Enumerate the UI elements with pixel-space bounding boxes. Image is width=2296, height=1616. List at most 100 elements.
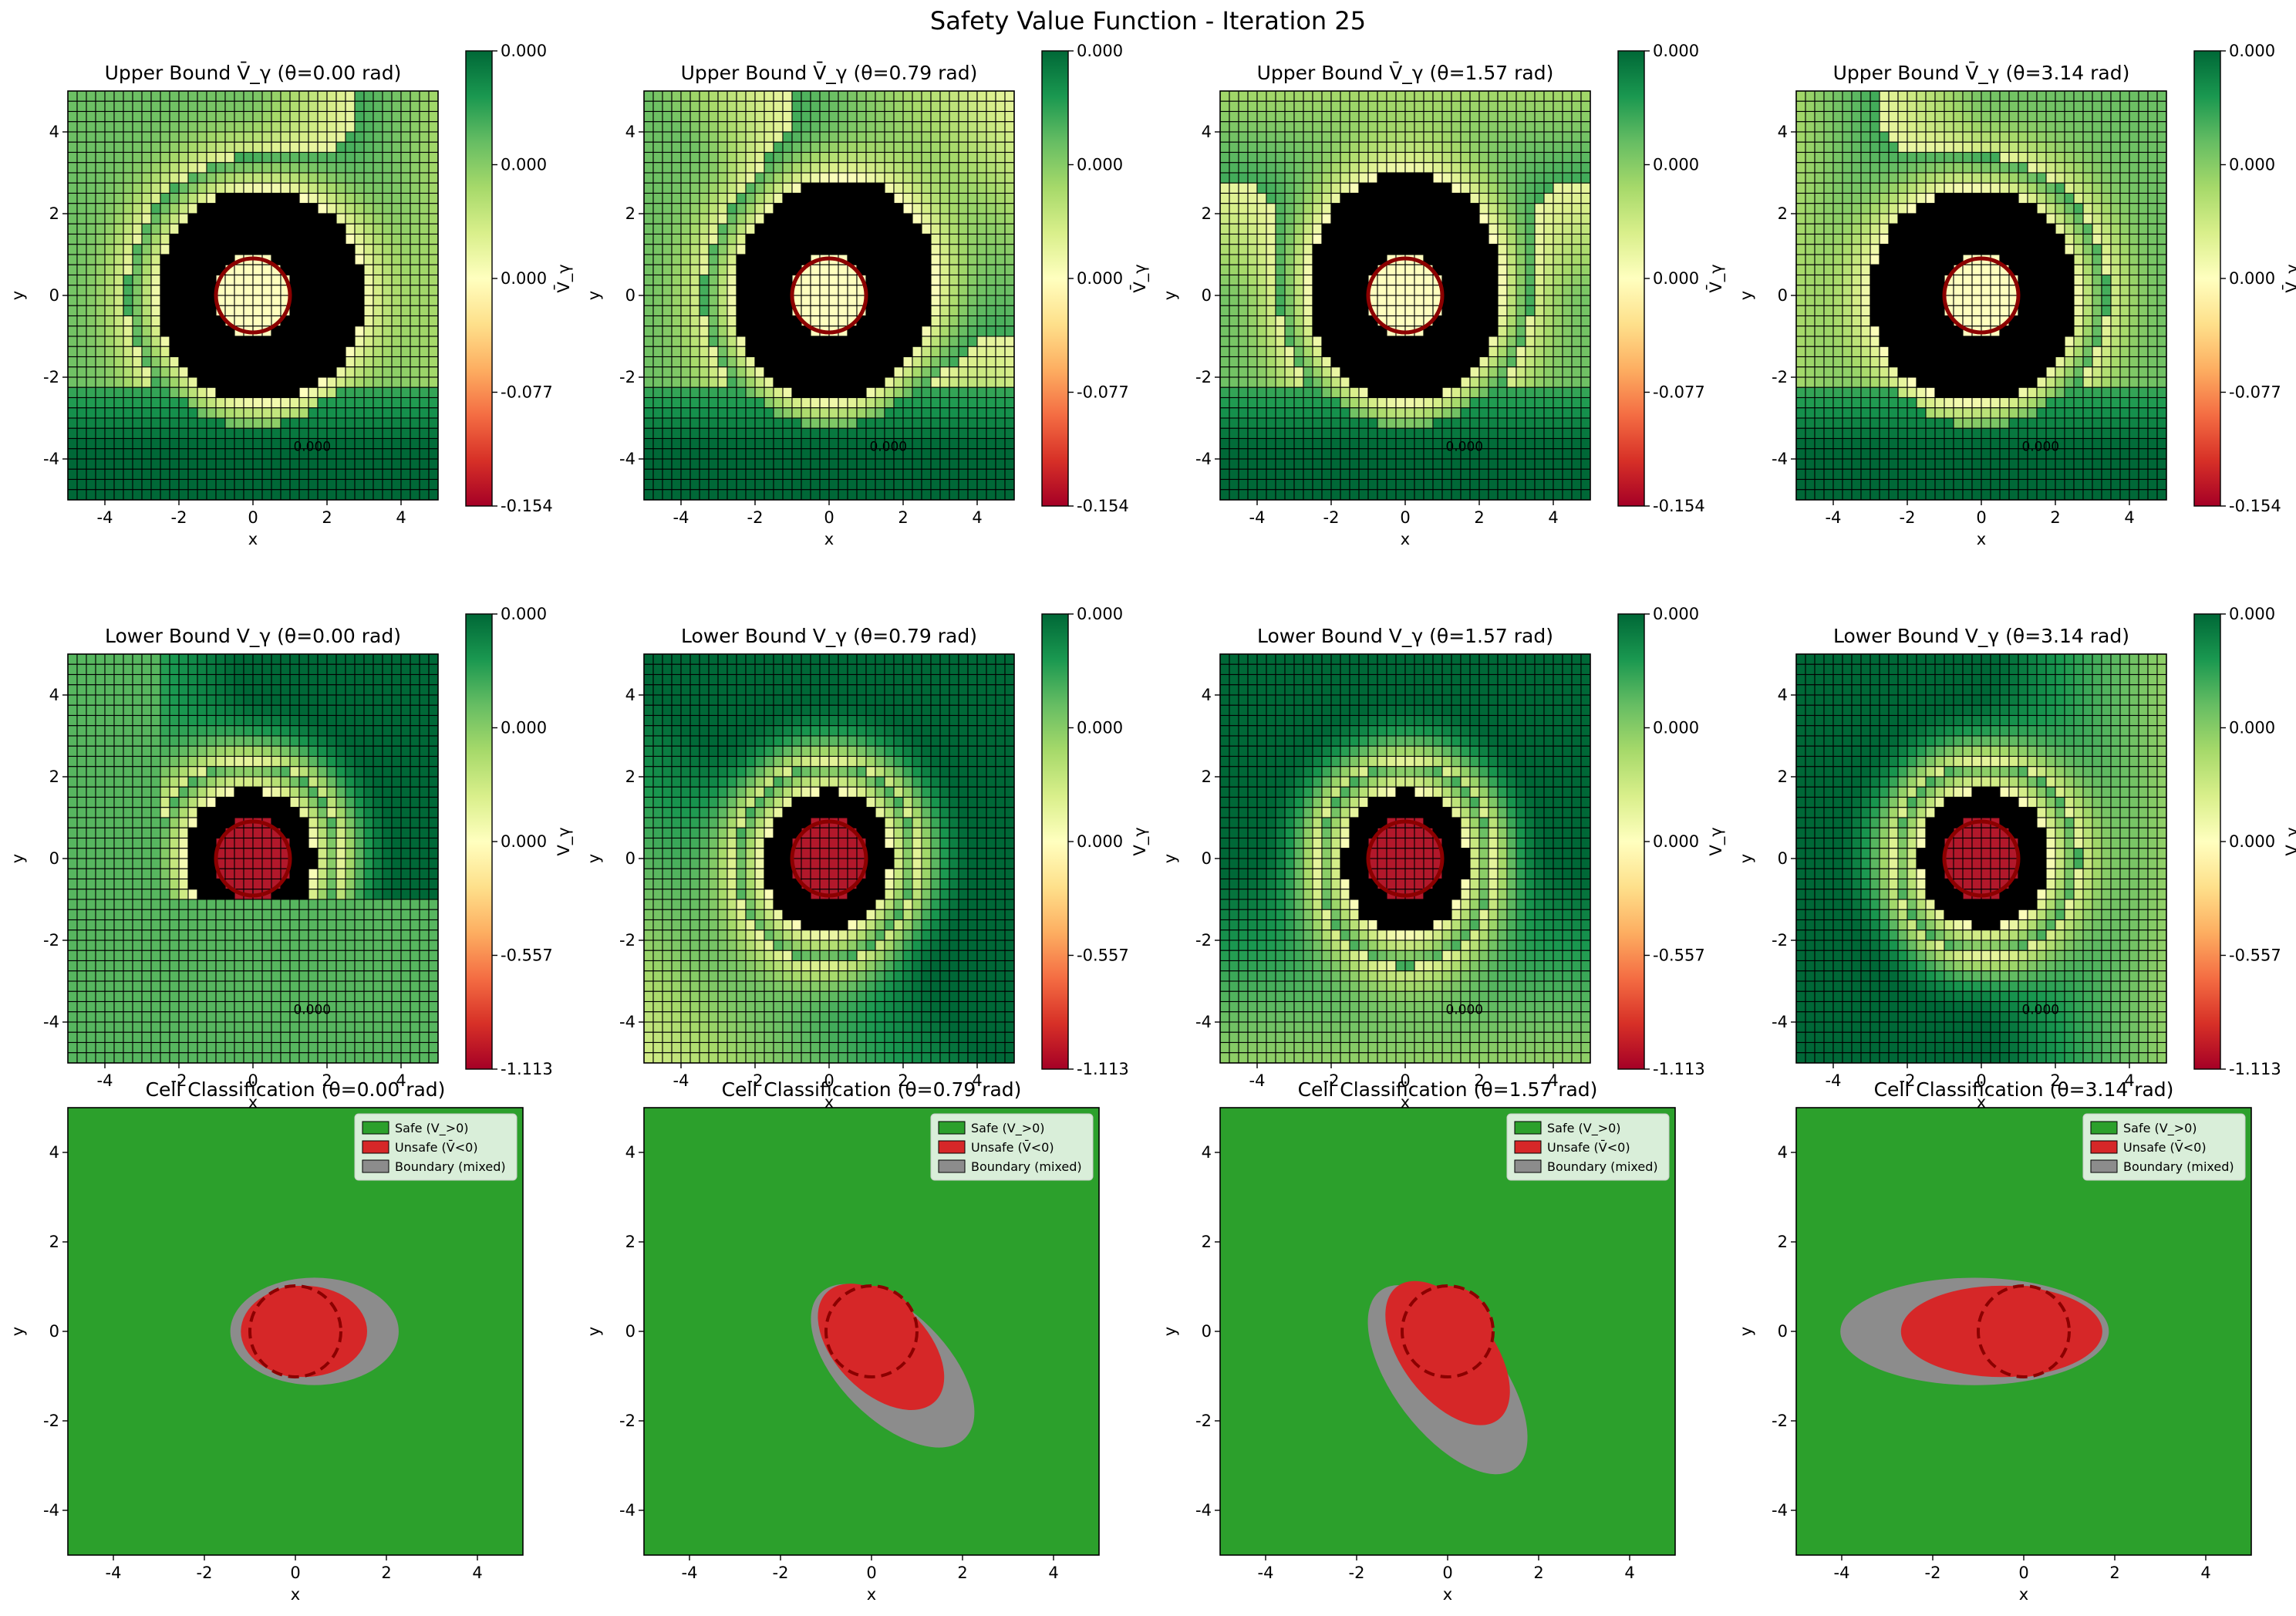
heatmap-cell (271, 244, 282, 255)
heatmap-cell (95, 407, 106, 419)
heatmap-cell (801, 121, 811, 133)
heatmap-cell (810, 386, 821, 399)
heatmap-cell (828, 356, 839, 368)
heatmap-cell (178, 254, 189, 265)
heatmap-cell (1534, 274, 1545, 286)
heatmap-cell (1497, 141, 1508, 154)
heatmap-cell (1414, 131, 1424, 143)
heatmap-cell (95, 91, 106, 102)
heatmap-cell (847, 356, 858, 368)
heatmap-cell (289, 478, 300, 491)
heatmap-cell (1525, 326, 1536, 337)
heatmap-cell (838, 285, 848, 296)
heatmap-cell (652, 366, 663, 378)
heatmap-cell (150, 91, 161, 102)
heatmap-cell (1478, 203, 1489, 214)
heatmap-cell (727, 356, 737, 368)
heatmap-cell (893, 458, 904, 470)
heatmap-cell (1515, 141, 1526, 154)
heatmap-cell (939, 203, 950, 214)
heatmap-cell (1284, 407, 1295, 419)
heatmap-cell (1303, 110, 1313, 123)
heatmap-cell (1238, 233, 1249, 245)
heatmap-cell (1515, 386, 1526, 399)
heatmap-cell (169, 151, 180, 164)
heatmap-cell (680, 254, 691, 265)
heatmap-cell (1266, 244, 1276, 255)
heatmap-cell (1580, 417, 1590, 429)
heatmap-cell (141, 121, 152, 133)
heatmap-cell (317, 244, 328, 255)
heatmap-cell (308, 110, 319, 123)
heatmap-cell (224, 305, 235, 317)
heatmap-cell (298, 223, 309, 235)
heatmap-cell (1478, 468, 1489, 481)
heatmap-cell (1303, 437, 1313, 450)
heatmap-cell (801, 295, 811, 306)
heatmap-cell (828, 151, 839, 164)
heatmap-cell (1441, 223, 1452, 235)
heatmap-cell (1525, 182, 1536, 194)
heatmap-cell (1349, 285, 1360, 296)
heatmap-cell (1349, 182, 1360, 194)
heatmap-cell (113, 427, 124, 440)
heatmap-cell (865, 305, 876, 317)
heatmap-cell (1330, 110, 1341, 123)
heatmap-cell (1506, 315, 1517, 327)
heatmap-cell (967, 305, 978, 317)
heatmap-cell (298, 274, 309, 286)
heatmap-cell (930, 295, 941, 306)
heatmap-cell (419, 285, 430, 296)
heatmap-cell (252, 356, 263, 368)
heatmap-cell (662, 274, 673, 286)
heatmap-cell (1414, 162, 1424, 174)
heatmap-cell (280, 172, 291, 184)
heatmap-cell (1525, 478, 1536, 491)
heatmap-cell (308, 417, 319, 429)
heatmap-cell (187, 376, 198, 388)
heatmap-cell (428, 326, 438, 337)
heatmap-cell (1238, 172, 1249, 184)
heatmap-cell (1404, 264, 1415, 276)
heatmap-cell (1534, 437, 1545, 450)
heatmap-cell (1497, 121, 1508, 133)
heatmap-cell (1004, 100, 1014, 113)
heatmap-cell (363, 203, 374, 214)
heatmap-cell (428, 254, 438, 265)
heatmap-cell (132, 356, 143, 368)
heatmap-cell (671, 244, 682, 255)
heatmap-cell (801, 468, 811, 481)
heatmap-cell (847, 376, 858, 388)
heatmap-cell (958, 386, 969, 399)
heatmap-cell (773, 417, 784, 429)
heatmap-cell (373, 151, 383, 164)
heatmap-cell (345, 285, 356, 296)
heatmap-cell (1303, 396, 1313, 409)
heatmap-cell (76, 182, 87, 194)
heatmap-cell (745, 346, 756, 358)
heatmap-cell (363, 326, 374, 337)
heatmap-cell (1229, 213, 1239, 224)
heatmap-cell (113, 233, 124, 245)
heatmap-cell (1441, 264, 1452, 276)
heatmap-cell (224, 478, 235, 491)
heatmap-cell (382, 417, 393, 429)
heatmap-cell (1312, 110, 1323, 123)
heatmap-cell (1478, 458, 1489, 470)
heatmap-cell (1247, 376, 1258, 388)
heatmap-cell (1229, 295, 1239, 306)
heatmap-cell (1506, 386, 1517, 399)
heatmap-cell (141, 162, 152, 174)
heatmap-cell (1275, 489, 1286, 500)
heatmap-cell (1515, 376, 1526, 388)
heatmap-cell (382, 305, 393, 317)
heatmap-cell (1571, 448, 1582, 460)
heatmap-cell (764, 427, 774, 440)
heatmap-cell (801, 182, 811, 194)
heatmap-cell (1312, 407, 1323, 419)
heatmap-cell (178, 244, 189, 255)
heatmap-cell (838, 305, 848, 317)
heatmap-cell (912, 110, 922, 123)
heatmap-cell (1543, 213, 1554, 224)
heatmap-cell (644, 274, 654, 286)
